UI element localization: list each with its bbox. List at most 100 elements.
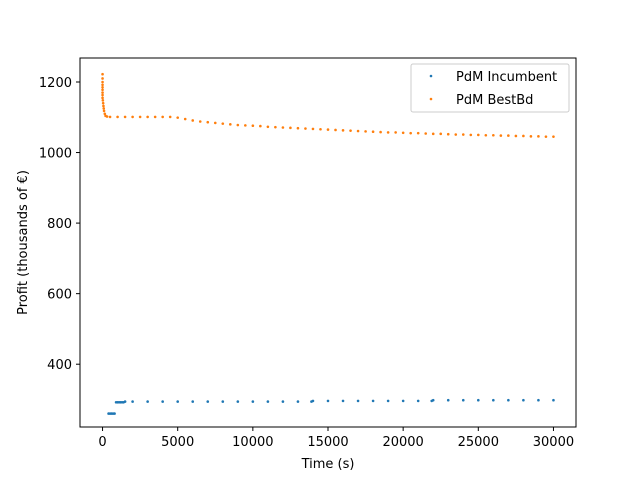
series-pdm-bestbd [101,72,555,138]
data-point [469,133,473,137]
data-point [439,132,443,136]
data-point [102,109,106,113]
data-point [131,400,134,403]
data-point [221,122,225,125]
data-point [101,83,104,87]
x-tick-label: 5000 [161,435,194,450]
data-point [552,135,555,138]
legend-box [410,63,570,113]
data-point [123,400,127,403]
data-point [326,399,330,403]
data-point [146,400,149,403]
data-point [191,119,195,122]
data-point [213,121,217,125]
series-layer [101,72,555,415]
data-point [544,135,548,138]
y-tick-label: 1000 [39,147,72,162]
data-point [416,131,420,135]
data-point [138,115,142,119]
data-point [431,132,435,136]
y-tick-label: 1200 [39,76,72,91]
data-point [251,400,255,403]
data-point [101,88,104,92]
data-point [153,115,157,119]
data-point [409,131,412,135]
x-tick-label: 30000 [533,435,574,450]
data-point [191,400,195,403]
data-point [364,130,367,133]
legend-label-pdm-bestbd: PdM BestBd [456,93,533,108]
x-tick-label: 15000 [307,435,348,450]
data-point [206,400,210,403]
data-point [161,400,164,403]
data-point [146,115,149,119]
data-point [105,115,109,118]
data-point [266,125,270,129]
data-point [311,127,315,131]
y-axis-ticks: 400 600 800 1000 1200 [39,76,80,373]
data-point [251,124,255,128]
data-point [552,398,555,402]
data-point [101,85,104,89]
x-axis-label: Time (s) [301,457,355,472]
x-tick-label: 0 [98,435,106,450]
data-point [334,128,337,132]
data-point [102,104,105,108]
data-point [401,399,405,403]
data-point [236,400,240,403]
x-axis-ticks: 0 5000 10000 15000 20000 25000 30000 [98,427,574,450]
data-point [356,129,360,133]
data-point [281,126,285,129]
data-point [101,72,104,76]
data-point [168,115,172,119]
data-point [319,127,322,131]
data-point [507,134,510,137]
data-point [454,133,458,136]
data-point [416,399,420,403]
y-tick-label: 800 [47,217,72,232]
data-point [529,135,533,138]
x-tick-label: 25000 [458,435,499,450]
data-point [176,116,179,119]
y-tick-label: 600 [47,288,72,303]
data-point [101,93,104,97]
data-point [229,123,232,126]
legend: PdM Incumbent PdM BestBd [410,63,570,113]
legend-marker-pdm-bestbd [429,97,433,101]
data-point [446,398,450,402]
data-point [266,400,270,403]
legend-marker-pdm-incumbent [429,74,433,78]
data-point [341,129,345,132]
data-point [484,133,488,137]
data-point [514,134,518,138]
data-point [401,131,405,135]
data-point [274,125,277,129]
legend-label-pdm-incumbent: PdM Incumbent [456,70,557,85]
data-point [522,398,525,402]
data-point [477,398,480,402]
data-point [349,129,352,132]
data-point [206,120,210,124]
data-point [161,115,164,119]
data-point [394,131,397,134]
data-point [281,400,285,403]
data-point [371,399,375,403]
data-point [356,399,360,403]
data-point [537,135,540,138]
data-point [304,127,307,130]
data-point [101,96,104,100]
data-point [424,132,428,135]
data-point [537,398,540,402]
data-point [101,91,104,94]
data-point [131,115,134,119]
data-point [371,130,375,134]
data-point [236,123,240,127]
series-pdm-incumbent [107,398,555,415]
data-point [326,128,330,131]
data-point [507,398,510,402]
y-tick-label: 400 [47,358,72,373]
data-point [183,117,187,121]
data-point [311,399,315,403]
y-axis-label: Profit (thousands of €) [16,170,31,315]
